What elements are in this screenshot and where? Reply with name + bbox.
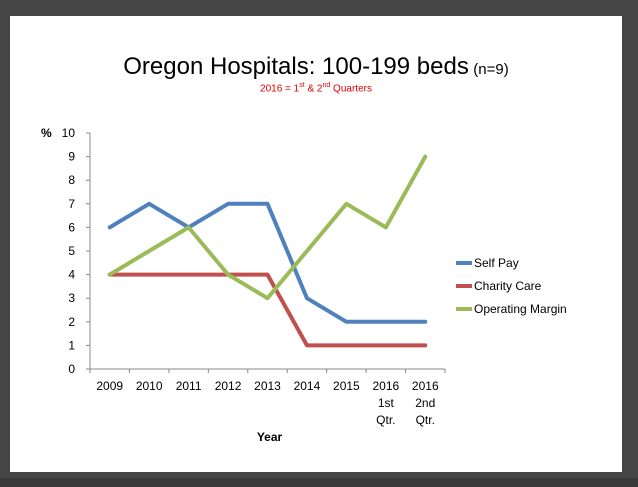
chart-title-n: (n=9) [473,61,509,78]
window-bottom-strip [0,478,638,487]
x-tick-label: 2016 [412,379,439,393]
y-tick-label: 0 [68,362,75,376]
subtitle-part: 2016 = 1 [260,83,300,95]
x-tick-label: 2013 [254,379,281,393]
x-tick-label: 2nd [415,396,435,410]
chart-subtitle: 2016 = 1st & 2nd Quarters [10,82,622,94]
chart-title: Oregon Hospitals: 100-199 beds (n=9) [10,53,622,81]
y-tick-label: 5 [68,244,75,258]
y-axis-title: % [41,126,52,140]
line-chart: 0 1 2 3 4 5 6 7 8 9 10% 2009 2010 2011 2012 2013 2014 201… [41,126,567,444]
x-axis-title: Year [257,430,283,444]
x-tick-label: 2014 [294,379,321,393]
y-tick-label: 9 [68,150,75,164]
x-tick-label: 2009 [96,379,123,393]
x-tick-label: 2012 [215,379,242,393]
legend-label: Self Pay [474,256,519,270]
y-tick-label: 4 [68,268,75,282]
x-tick-label: 2010 [136,379,163,393]
series-line [107,154,428,301]
y-tick-label: 10 [62,126,76,140]
x-tick-label: 2016 [372,379,399,393]
y-tick-label: 3 [68,291,75,305]
x-tick-label: Qtr. [416,413,435,427]
x-tick-label: 1st [378,396,395,410]
y-tick-label: 1 [68,338,75,352]
y-tick-label: 2 [68,315,75,329]
series-line [107,201,428,324]
x-tick-label: Qtr. [376,413,395,427]
x-tick-label: 2015 [333,379,360,393]
chart-title-text: Oregon Hospitals: 100-199 beds [123,53,469,80]
subtitle-sup: st [299,82,305,89]
subtitle-part: Quarters [330,83,372,95]
y-tick-label: 8 [68,173,75,187]
subtitle-part: & 2 [304,83,323,95]
y-tick-label: 7 [68,197,75,211]
y-tick-label: 6 [68,220,75,234]
legend-label: Charity Care [474,279,542,293]
x-tick-label: 2011 [176,379,202,393]
chart-slide: Oregon Hospitals: 100-199 beds (n=9) 201… [10,16,622,472]
legend-label: Operating Margin [474,302,567,316]
series-line [107,272,428,348]
subtitle-sup: nd [322,82,331,89]
